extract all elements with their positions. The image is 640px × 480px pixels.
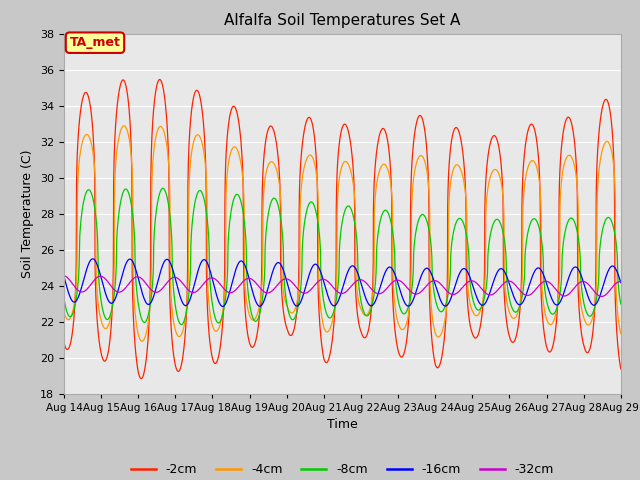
-2cm: [564, 114, 572, 120]
-2cm: [60, 340, 68, 346]
-16cm: [180, 301, 188, 307]
-4cm: [60, 310, 68, 315]
-4cm: [617, 331, 625, 336]
Line: -32cm: -32cm: [64, 276, 621, 297]
Legend: -2cm, -4cm, -8cm, -16cm, -32cm: -2cm, -4cm, -8cm, -16cm, -32cm: [125, 458, 559, 480]
-32cm: [406, 288, 414, 294]
-8cm: [60, 296, 68, 301]
-32cm: [564, 292, 572, 298]
-4cm: [617, 330, 625, 336]
-4cm: [564, 153, 572, 158]
-32cm: [179, 281, 187, 287]
-32cm: [598, 294, 605, 300]
Line: -8cm: -8cm: [64, 188, 621, 324]
-8cm: [407, 294, 415, 300]
-16cm: [617, 279, 625, 285]
-8cm: [177, 322, 185, 327]
-4cm: [216, 323, 223, 329]
-4cm: [120, 123, 128, 129]
-32cm: [216, 280, 223, 286]
-16cm: [219, 303, 227, 309]
Line: -4cm: -4cm: [64, 126, 621, 341]
-32cm: [617, 279, 625, 285]
Title: Alfalfa Soil Temperatures Set A: Alfalfa Soil Temperatures Set A: [224, 13, 461, 28]
Line: -2cm: -2cm: [64, 80, 621, 379]
-8cm: [617, 301, 625, 307]
-2cm: [156, 77, 163, 83]
-8cm: [397, 308, 404, 313]
-8cm: [564, 218, 572, 224]
-4cm: [180, 325, 188, 331]
-2cm: [617, 365, 625, 371]
-16cm: [397, 290, 404, 296]
-16cm: [564, 276, 572, 282]
-4cm: [397, 326, 404, 332]
-8cm: [216, 319, 223, 325]
-16cm: [60, 274, 68, 280]
-2cm: [617, 366, 625, 372]
-2cm: [180, 348, 188, 354]
-2cm: [407, 194, 415, 200]
-8cm: [180, 319, 188, 325]
X-axis label: Time: Time: [327, 418, 358, 431]
Y-axis label: Soil Temperature (C): Soil Temperature (C): [22, 149, 35, 278]
-32cm: [617, 279, 625, 285]
-4cm: [407, 288, 415, 294]
-16cm: [216, 300, 223, 306]
-32cm: [397, 278, 404, 284]
-16cm: [617, 280, 625, 286]
-32cm: [60, 273, 68, 278]
-16cm: [407, 301, 415, 307]
-2cm: [138, 376, 145, 382]
-2cm: [216, 347, 223, 353]
Line: -16cm: -16cm: [64, 259, 621, 306]
-16cm: [89, 256, 97, 262]
Text: TA_met: TA_met: [70, 36, 120, 49]
-2cm: [397, 354, 404, 360]
-8cm: [617, 300, 625, 306]
-8cm: [159, 185, 166, 191]
-4cm: [138, 338, 146, 344]
